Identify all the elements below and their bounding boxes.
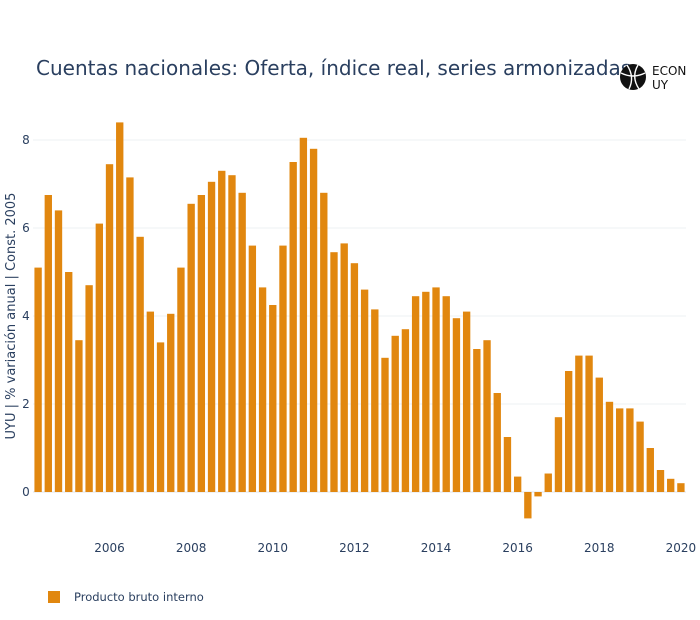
- legend-label: Producto bruto interno: [74, 590, 204, 604]
- bar-2006-Q4[interactable]: [136, 236, 144, 492]
- bar-2005-Q3[interactable]: [85, 285, 93, 492]
- bar-2016-Q2[interactable]: [524, 492, 532, 519]
- bar-2006-Q1[interactable]: [105, 164, 114, 492]
- logo-text-line2: UY: [652, 78, 669, 92]
- bar-2011-Q4[interactable]: [340, 243, 348, 492]
- y-tick-label: 0: [22, 485, 30, 499]
- bar-2006-Q2[interactable]: [116, 122, 124, 493]
- bar-2020-Q1[interactable]: [677, 483, 685, 492]
- bar-2008-Q3[interactable]: [207, 181, 216, 493]
- bar-2017-Q2[interactable]: [564, 371, 573, 492]
- bar-2012-Q2[interactable]: [360, 289, 369, 492]
- bar-2018-Q2[interactable]: [605, 401, 614, 492]
- bar-2012-Q1[interactable]: [350, 263, 359, 492]
- bar-2014-Q4[interactable]: [462, 311, 471, 492]
- y-tick-label: 6: [22, 221, 30, 235]
- x-tick-label: 2016: [502, 541, 533, 555]
- y-tick-label: 8: [22, 133, 30, 147]
- bar-2016-Q4[interactable]: [544, 473, 552, 492]
- bar-2019-Q2[interactable]: [646, 448, 654, 492]
- bar-2013-Q3[interactable]: [411, 296, 420, 492]
- y-tick-label: 4: [22, 309, 30, 323]
- x-tick-label: 2018: [584, 541, 615, 555]
- bar-2012-Q3[interactable]: [371, 309, 379, 492]
- x-tick-label: 2010: [257, 541, 288, 555]
- bar-2015-Q4[interactable]: [503, 437, 512, 492]
- y-axis-label: UYU | % variación anual | Const. 2005: [4, 193, 19, 440]
- x-tick-label: 2006: [94, 541, 125, 555]
- basketball-icon: [620, 64, 646, 90]
- bar-2010-Q3[interactable]: [289, 162, 297, 492]
- bar-2009-Q1[interactable]: [228, 175, 236, 492]
- bar-2011-Q1[interactable]: [309, 148, 318, 493]
- bar-2014-Q1[interactable]: [432, 287, 440, 492]
- bar-2004-Q2[interactable]: [34, 267, 42, 492]
- bar-2012-Q4[interactable]: [381, 357, 389, 492]
- bar-2016-Q3[interactable]: [534, 492, 542, 497]
- bar-2007-Q1[interactable]: [146, 311, 155, 492]
- bar-2014-Q2[interactable]: [442, 296, 450, 492]
- x-tick-label: 2008: [176, 541, 207, 555]
- y-tick-label: 2: [22, 397, 30, 411]
- bar-2017-Q4[interactable]: [585, 355, 593, 492]
- bar-2018-Q4[interactable]: [626, 408, 634, 492]
- bar-2013-Q4[interactable]: [422, 291, 430, 492]
- y-axis-ticks: 0 2 4 6 8: [22, 133, 30, 499]
- x-tick-label: 2014: [421, 541, 452, 555]
- bar-2019-Q1[interactable]: [636, 421, 644, 492]
- bar-2017-Q1[interactable]: [554, 417, 563, 492]
- bar-2010-Q1[interactable]: [269, 305, 277, 492]
- logo-text-line1: ECON: [652, 64, 687, 78]
- x-tick-label: 2012: [339, 541, 370, 555]
- bar-2015-Q1[interactable]: [473, 349, 481, 492]
- bar-2007-Q2[interactable]: [156, 342, 165, 492]
- bar-2004-Q3[interactable]: [44, 195, 52, 492]
- bar-2018-Q1[interactable]: [595, 377, 603, 492]
- bars: [34, 122, 685, 519]
- bar-2005-Q2[interactable]: [75, 340, 83, 492]
- bar-2015-Q3[interactable]: [493, 393, 501, 492]
- bar-2009-Q4[interactable]: [258, 287, 267, 492]
- bar-2010-Q2[interactable]: [279, 245, 287, 492]
- bar-2005-Q1[interactable]: [65, 272, 73, 492]
- bar-2009-Q2[interactable]: [238, 192, 246, 493]
- bar-2016-Q1[interactable]: [513, 476, 522, 492]
- bar-2019-Q4[interactable]: [667, 478, 675, 492]
- bar-2010-Q4[interactable]: [299, 137, 308, 493]
- bar-2013-Q2[interactable]: [401, 329, 410, 492]
- bar-2014-Q3[interactable]: [452, 318, 461, 492]
- bar-2004-Q4[interactable]: [54, 210, 63, 492]
- bar-2008-Q2[interactable]: [197, 195, 206, 492]
- bar-2017-Q3[interactable]: [575, 355, 583, 492]
- bar-2006-Q3[interactable]: [126, 177, 134, 492]
- chart-title: Cuentas nacionales: Oferta, índice real,…: [36, 56, 632, 80]
- bar-2007-Q3[interactable]: [167, 313, 175, 492]
- bar-2018-Q3[interactable]: [616, 408, 624, 492]
- x-axis-ticks: 2006 2008 2010 2012 2014 2016 2018 2020: [94, 541, 696, 555]
- bar-2009-Q3[interactable]: [248, 245, 257, 492]
- bar-2013-Q1[interactable]: [391, 335, 399, 492]
- bar-2008-Q1[interactable]: [187, 203, 195, 493]
- legend-swatch: [48, 591, 60, 603]
- legend[interactable]: Producto bruto interno: [48, 590, 204, 604]
- bar-2015-Q2[interactable]: [483, 340, 491, 492]
- bar-2019-Q3[interactable]: [656, 470, 665, 492]
- x-tick-label: 2020: [666, 541, 697, 555]
- bar-2011-Q3[interactable]: [330, 252, 338, 492]
- bar-2007-Q4[interactable]: [177, 267, 185, 492]
- econ-uy-logo[interactable]: ECON UY: [618, 58, 688, 102]
- bar-2011-Q2[interactable]: [320, 192, 328, 493]
- logo-text: ECON UY: [652, 64, 686, 92]
- bar-2005-Q4[interactable]: [95, 223, 103, 492]
- bar-2008-Q4[interactable]: [218, 170, 226, 493]
